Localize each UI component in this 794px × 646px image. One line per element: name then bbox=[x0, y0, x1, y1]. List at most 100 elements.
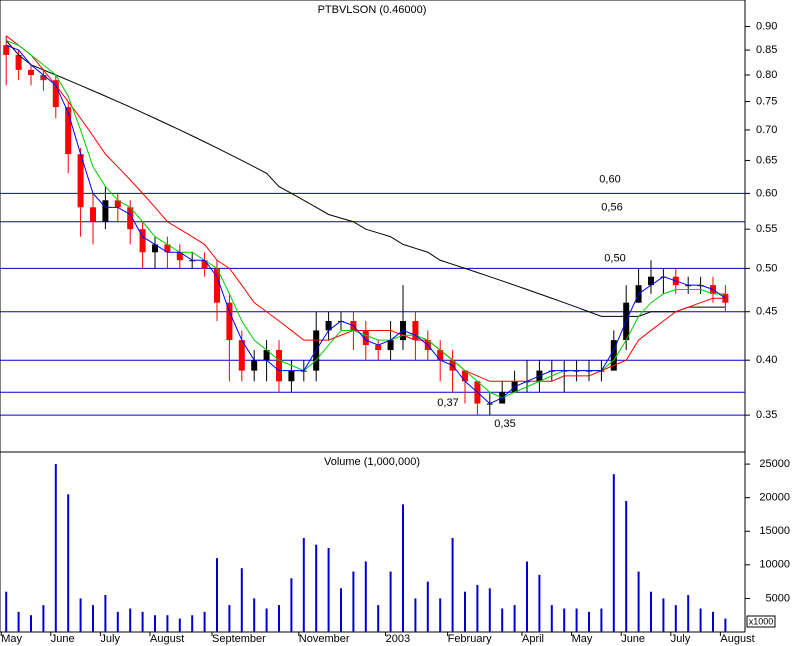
y-tick-label: 0.75 bbox=[756, 95, 777, 107]
volume-bar bbox=[364, 561, 367, 632]
volume-bar bbox=[340, 588, 342, 632]
candle-body bbox=[375, 345, 382, 351]
y-tick-label: 0.35 bbox=[756, 409, 777, 421]
volume-title: Volume (1,000,000) bbox=[324, 456, 420, 468]
x-tick-label: November bbox=[299, 633, 350, 645]
price-panel bbox=[0, 0, 746, 453]
candle-body bbox=[102, 200, 109, 222]
volume-bar bbox=[30, 615, 32, 632]
volume-bar bbox=[92, 605, 94, 632]
candle-body bbox=[387, 340, 394, 351]
unit-box bbox=[746, 615, 776, 628]
support-label: 0,37 bbox=[437, 397, 458, 409]
candle-body bbox=[15, 54, 22, 70]
x-tick-label: May bbox=[1, 633, 22, 645]
candle-body bbox=[238, 340, 245, 371]
volume-bar bbox=[17, 611, 20, 632]
volume-bar bbox=[600, 608, 603, 632]
volume-bar bbox=[575, 608, 578, 632]
volume-bar bbox=[377, 605, 380, 632]
volume-bar bbox=[451, 537, 454, 632]
volume-bar bbox=[154, 615, 156, 632]
volume-bar bbox=[302, 537, 305, 632]
volume-bar bbox=[402, 504, 404, 632]
volume-bar bbox=[426, 581, 429, 632]
volume-bar bbox=[563, 608, 566, 632]
y-tick-label: 0.50 bbox=[756, 262, 777, 274]
volume-bar bbox=[625, 501, 628, 632]
volume-bar bbox=[166, 615, 169, 632]
volume-panel bbox=[0, 451, 746, 633]
volume-bar bbox=[315, 544, 318, 632]
candle-body bbox=[152, 244, 158, 253]
moving-average bbox=[6, 44, 726, 405]
y-tick-label: 0.85 bbox=[756, 44, 777, 56]
volume-bar bbox=[67, 494, 70, 632]
x-tick-label: July bbox=[100, 633, 120, 645]
volume-bar bbox=[513, 605, 516, 632]
y-tick-label: 0.65 bbox=[756, 154, 777, 166]
x-tick-label: August bbox=[720, 633, 754, 645]
volume-bar bbox=[476, 584, 479, 632]
volume-bar bbox=[54, 464, 57, 632]
x-tick-label: June bbox=[621, 633, 645, 645]
x-tick-label: June bbox=[51, 633, 75, 645]
volume-bar bbox=[501, 608, 504, 632]
volume-bar bbox=[42, 605, 45, 632]
y-tick-label: 0.90 bbox=[756, 20, 777, 32]
chart-title: PTBVLSON (0.46000) bbox=[318, 4, 427, 16]
volume-bar bbox=[216, 558, 218, 632]
candle-body bbox=[176, 252, 183, 261]
y-tick-label: 0.60 bbox=[756, 187, 777, 199]
x-tick-label: May bbox=[572, 633, 593, 645]
volume-bar bbox=[650, 591, 652, 632]
moving-average bbox=[5, 35, 726, 382]
volume-bar bbox=[637, 571, 640, 632]
candle-body bbox=[325, 320, 332, 331]
candle-body bbox=[3, 45, 10, 55]
y-tick-label: 0.80 bbox=[756, 69, 777, 81]
x-tick-label: July bbox=[671, 633, 691, 645]
volume-bar bbox=[439, 598, 442, 632]
y-tick-label: 0.40 bbox=[756, 354, 777, 366]
volume-bar bbox=[240, 568, 243, 632]
candle-body bbox=[226, 302, 233, 341]
volume-bar bbox=[141, 611, 144, 632]
candle-body bbox=[462, 370, 468, 382]
volume-bar bbox=[104, 595, 107, 632]
candle-body bbox=[164, 244, 171, 253]
volume-bar bbox=[550, 605, 553, 632]
candle-body bbox=[139, 229, 146, 253]
candle-body bbox=[362, 330, 369, 346]
candle-body bbox=[40, 75, 47, 81]
moving-average bbox=[6, 40, 726, 399]
volume-bar bbox=[265, 608, 268, 632]
candle-body bbox=[28, 69, 34, 76]
volume-bar bbox=[5, 591, 8, 632]
volume-bar bbox=[699, 608, 702, 632]
volume-bar bbox=[129, 608, 132, 632]
volume-bar bbox=[538, 574, 541, 632]
x-tick-label: April bbox=[522, 633, 544, 645]
candle-body bbox=[610, 340, 617, 371]
candle-body bbox=[127, 207, 134, 230]
volume-bar bbox=[228, 605, 231, 632]
y-tick-label: 0.45 bbox=[756, 306, 777, 318]
candle-body bbox=[90, 207, 96, 222]
candle-body bbox=[201, 260, 208, 269]
volume-bar bbox=[278, 605, 280, 632]
y-tick-label: 0.55 bbox=[756, 223, 777, 235]
volume-bar bbox=[203, 611, 206, 632]
x-tick-label: September bbox=[212, 633, 266, 645]
volume-bar bbox=[389, 571, 392, 632]
candle-body bbox=[251, 360, 258, 371]
y-tick-label: 0.70 bbox=[756, 124, 777, 136]
candle-body bbox=[52, 80, 59, 108]
volume-bar bbox=[724, 618, 727, 632]
volume-bar bbox=[352, 571, 355, 632]
support-label: 0,35 bbox=[494, 418, 515, 430]
volume-bar bbox=[712, 611, 714, 632]
unit-label: x1000 bbox=[749, 616, 774, 626]
x-tick-label: February bbox=[448, 633, 493, 645]
